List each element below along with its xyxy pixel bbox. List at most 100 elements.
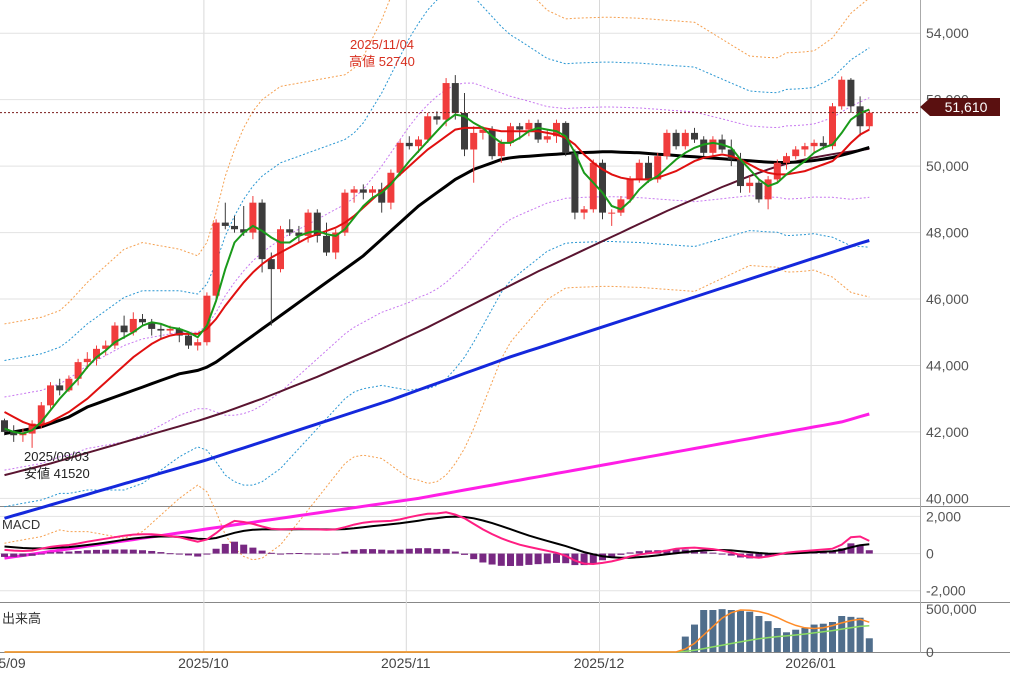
macd-histogram-bar: [65, 551, 73, 554]
candle-body: [746, 182, 754, 187]
macd-histogram-bar: [212, 548, 220, 554]
x-tick-label: 2025/12: [574, 655, 625, 671]
candle-body: [737, 159, 744, 187]
macd-histogram-bar: [663, 549, 671, 554]
candle-body: [617, 199, 625, 213]
candle-body: [83, 358, 91, 363]
volume-tick-label: 0: [926, 644, 934, 660]
candle-body: [451, 83, 459, 113]
macd-histogram-bar: [28, 553, 36, 556]
macd-histogram-bar: [534, 553, 542, 565]
macd-histogram-bar: [249, 547, 257, 554]
candle-body: [175, 328, 183, 336]
macd-histogram-bar: [516, 553, 524, 566]
low-annotation-label: 安値 41520: [24, 466, 90, 481]
candle-body: [277, 229, 284, 270]
candle-body: [589, 162, 597, 210]
candle-body: [819, 142, 827, 147]
candle-body: [267, 259, 275, 270]
volume-bar: [764, 621, 772, 652]
macd-histogram-bar: [829, 551, 836, 554]
macd-histogram-bar: [571, 553, 579, 566]
macd-histogram-bar: [709, 552, 717, 554]
candle-body: [847, 79, 855, 107]
candle-body: [727, 149, 735, 160]
macd-histogram-bar: [635, 551, 643, 554]
low-annotation-date: 2025/09/03: [24, 449, 89, 464]
candle-body: [654, 156, 662, 180]
candle-body: [599, 162, 606, 213]
bollinger-band-3sigma-lower: [4, 264, 870, 561]
volume-bar: [865, 638, 873, 652]
macd-histogram-bar: [56, 551, 64, 554]
candle-body: [801, 146, 809, 150]
macd-histogram-bar: [120, 549, 128, 554]
candle-body: [231, 225, 238, 230]
macd-histogram-bar: [19, 553, 27, 557]
macd-tick-label: -2,000: [926, 583, 966, 599]
candle-body: [461, 112, 468, 150]
macd-histogram-bar: [645, 550, 652, 554]
price-tick-label: 46,000: [926, 291, 969, 307]
macd-histogram-bar: [185, 553, 192, 556]
candle-body: [323, 235, 330, 253]
candle-body: [332, 232, 340, 253]
volume-bar: [691, 624, 698, 652]
volume-bar: [700, 610, 708, 652]
macd-histogram-bar: [47, 552, 54, 554]
candle-body: [65, 378, 73, 391]
current-price-tag: 51,610: [920, 98, 1000, 116]
candle-body: [672, 132, 680, 147]
candle-body: [424, 116, 432, 140]
candle-body: [626, 179, 634, 200]
macd-histogram-bar: [148, 550, 156, 554]
macd-line: [4, 511, 870, 566]
volume-panel: [4, 609, 873, 653]
bollinger-band-3sigma-upper: [4, 0, 868, 325]
volume-bar: [819, 623, 827, 652]
candle-body: [571, 152, 579, 213]
macd-histogram-bar: [139, 550, 146, 554]
macd-histogram-bar: [497, 553, 505, 566]
candle-body: [387, 172, 395, 203]
macd-panel: [1, 511, 873, 567]
high-annotation-date: 2025/11/04: [350, 37, 414, 52]
macd-histogram-bar: [166, 553, 174, 555]
volume-bar: [773, 628, 781, 652]
candle-body: [102, 345, 110, 349]
candle-body: [185, 335, 192, 346]
candle-body: [755, 182, 763, 200]
candle-body: [525, 122, 533, 130]
candle-body: [543, 136, 551, 140]
candle-body: [442, 83, 450, 120]
macd-histogram-bar: [267, 552, 275, 554]
macd-histogram-bar: [626, 552, 634, 554]
candle-body: [645, 162, 652, 180]
macd-tick-label: 2,000: [926, 508, 961, 524]
macd-histogram-bar: [175, 553, 183, 555]
macd-histogram-bar: [286, 553, 294, 555]
candle-body: [166, 328, 174, 331]
candle-body: [240, 229, 248, 233]
ma-long1-line: [4, 146, 870, 436]
macd-histogram-bar: [240, 544, 248, 554]
macd-histogram-bar: [562, 553, 570, 564]
macd-histogram-bar: [488, 553, 496, 565]
candle-body: [10, 431, 18, 436]
volume-bar: [838, 616, 846, 652]
candle-body: [415, 139, 422, 147]
macd-histogram-bar: [129, 549, 137, 554]
candle-body: [479, 129, 487, 133]
x-tick-label: 2025/10: [178, 655, 229, 671]
volume-bar: [709, 610, 717, 652]
volume-bar: [810, 624, 818, 652]
macd-histogram-bar: [83, 550, 91, 554]
macd-histogram-bar: [37, 553, 45, 555]
candle-body: [203, 295, 211, 343]
price-tick-label: 42,000: [926, 424, 969, 440]
macd-histogram-bar: [194, 553, 202, 557]
macd-histogram-bar: [378, 549, 386, 554]
candle-body: [1, 420, 8, 432]
candle-body: [507, 126, 514, 143]
ma-mid-line: [4, 126, 870, 427]
